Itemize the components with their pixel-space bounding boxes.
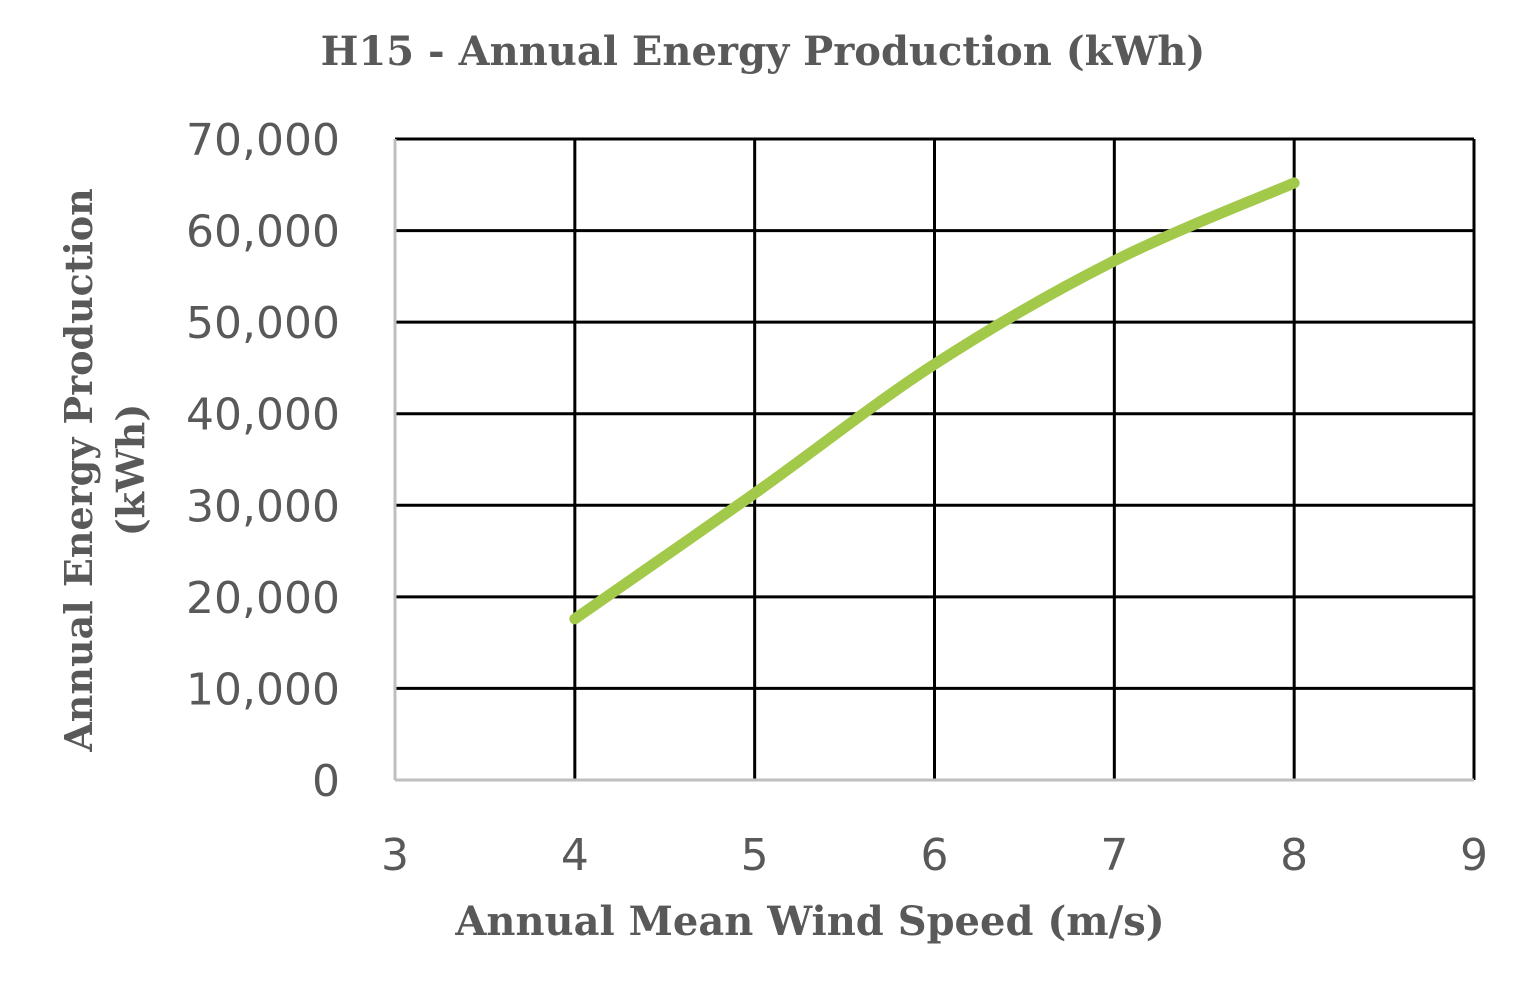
x-tick-label: 5	[741, 830, 769, 881]
y-tick-label: 30,000	[186, 481, 340, 532]
x-tick-label: 8	[1280, 830, 1308, 881]
x-axis-label: Annual Mean Wind Speed (m/s)	[455, 898, 1165, 945]
y-tick-label: 70,000	[186, 115, 340, 166]
y-tick-label: 40,000	[186, 390, 340, 441]
y-tick-label: 50,000	[186, 298, 340, 349]
series-line	[569, 177, 1300, 625]
data-series	[569, 177, 1300, 625]
y-tick-label: 0	[312, 756, 340, 807]
x-tick-label: 9	[1460, 830, 1488, 881]
x-tick-label: 6	[921, 830, 949, 881]
x-axis-ticks: 3 4 5 6 7 8 9	[381, 830, 1488, 881]
y-axis-ticks: 0 10,000 20,000 30,000 40,000 50,000 60,000 70,…	[186, 115, 340, 807]
chart-title: H15 - Annual Energy Production (kWh)	[320, 28, 1206, 75]
x-tick-label: 3	[381, 830, 409, 881]
x-tick-label: 7	[1100, 830, 1128, 881]
x-tick-label: 4	[561, 830, 589, 881]
y-tick-label: 60,000	[186, 207, 340, 258]
y-tick-label: 10,000	[186, 664, 340, 715]
y-tick-label: 20,000	[186, 573, 340, 624]
gridlines	[393, 137, 1476, 782]
